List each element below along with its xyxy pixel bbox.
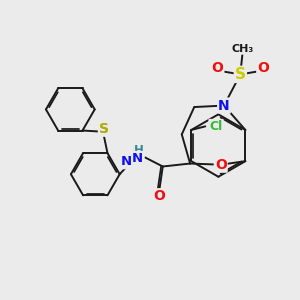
Text: O: O bbox=[212, 61, 224, 75]
Text: O: O bbox=[257, 61, 269, 75]
Text: Cl: Cl bbox=[209, 120, 223, 133]
Text: N: N bbox=[218, 99, 230, 112]
Text: N: N bbox=[132, 152, 143, 165]
Text: CH₃: CH₃ bbox=[232, 44, 254, 54]
Text: S: S bbox=[99, 122, 109, 136]
Text: H: H bbox=[132, 146, 142, 159]
Text: S: S bbox=[235, 67, 246, 82]
Text: O: O bbox=[153, 189, 165, 203]
Text: O: O bbox=[215, 158, 227, 172]
Text: N: N bbox=[121, 155, 132, 168]
Text: H: H bbox=[134, 144, 144, 157]
